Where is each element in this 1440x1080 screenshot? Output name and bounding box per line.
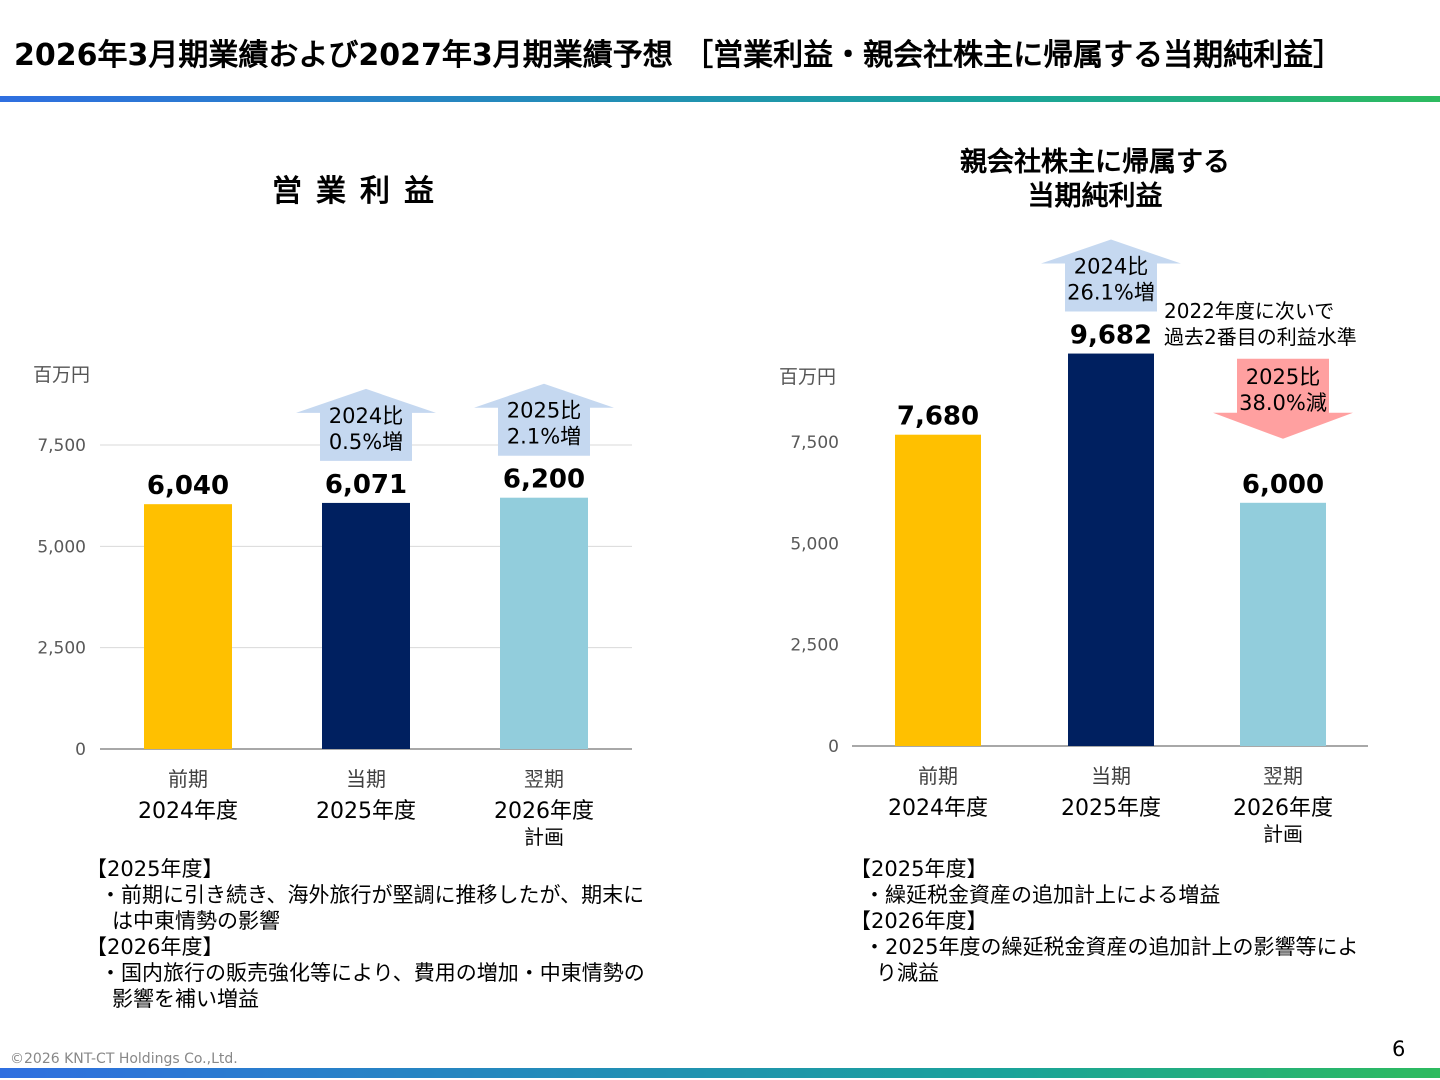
category-label: 翌期 bbox=[1263, 764, 1303, 788]
left-note-bullet-2: ・国内旅行の販売強化等により、費用の増加・中東情勢の影響を補い増益 bbox=[100, 961, 645, 1011]
change-annotation-value: 26.1%増 bbox=[1067, 281, 1155, 305]
change-annotation-label: 2024比 bbox=[1074, 255, 1148, 279]
y-tick-label: 7,500 bbox=[37, 436, 86, 456]
category-label: 翌期 bbox=[524, 767, 564, 791]
category-label: 計画 bbox=[1263, 822, 1303, 846]
y-tick-label: 0 bbox=[75, 740, 86, 760]
category-label: 計画 bbox=[524, 825, 564, 849]
change-annotation-label: 2024比 bbox=[329, 404, 403, 428]
bar bbox=[144, 504, 232, 749]
bar bbox=[322, 502, 410, 749]
right-note-bullet-1: ・繰延税金資産の追加計上による増益 bbox=[864, 883, 1221, 907]
left-note-bullet-1: ・前期に引き続き、海外旅行が堅調に推移したが、期末には中東情勢の影響 bbox=[100, 883, 645, 933]
category-label: 2025年度 bbox=[316, 799, 416, 824]
header-accent-bar bbox=[0, 96, 1440, 102]
up-arrow-icon bbox=[296, 388, 436, 461]
right-chart-title: 親会社株主に帰属する 当期純利益 bbox=[900, 146, 1290, 214]
bar-value-label: 6,000 bbox=[1242, 470, 1324, 500]
left-note-heading-1: 【2025年度】 bbox=[86, 857, 224, 881]
change-annotation-label: 2025比 bbox=[507, 399, 581, 423]
category-label: 2026年度 bbox=[494, 799, 594, 824]
y-tick-label: 0 bbox=[828, 737, 839, 757]
right-notes: 【2025年度】 ・繰延税金資産の追加計上による増益 【2026年度】 ・202… bbox=[850, 856, 1370, 986]
right-note-heading-1: 【2025年度】 bbox=[850, 857, 988, 881]
page-number: 6 bbox=[1392, 1037, 1406, 1061]
category-label: 当期 bbox=[346, 767, 386, 791]
right-note-heading-2: 【2026年度】 bbox=[850, 909, 988, 933]
left-notes: 【2025年度】 ・前期に引き続き、海外旅行が堅調に推移したが、期末には中東情勢… bbox=[86, 856, 656, 1012]
left-chart-title: 営業利益 bbox=[272, 174, 448, 209]
right-unit-label: 百万円 bbox=[779, 366, 837, 388]
bar bbox=[1068, 353, 1154, 746]
right-note-bullet-2: ・2025年度の繰延税金資産の追加計上の影響等により減益 bbox=[864, 935, 1359, 985]
y-tick-label: 7,500 bbox=[790, 433, 839, 453]
y-tick-label: 5,000 bbox=[37, 537, 86, 557]
right-chart-title-line2: 当期純利益 bbox=[1027, 181, 1163, 212]
bar-value-label: 6,200 bbox=[503, 465, 585, 495]
copyright: ©2026 KNT-CT Holdings Co.,Ltd. bbox=[10, 1051, 238, 1067]
category-label: 2026年度 bbox=[1233, 796, 1333, 821]
category-label: 2025年度 bbox=[1061, 796, 1161, 821]
change-annotation-value: 38.0%減 bbox=[1239, 391, 1327, 415]
bar bbox=[1240, 502, 1326, 746]
side-note-line2: 過去2番目の利益水準 bbox=[1164, 325, 1357, 349]
right-chart-title-line1: 親会社株主に帰属する bbox=[960, 147, 1230, 178]
change-annotation-value: 2.1%増 bbox=[507, 425, 581, 449]
page-title: 2026年3月期業績および2027年3月期業績予想 ［営業利益・親会社株主に帰属… bbox=[14, 38, 1344, 73]
left-unit-label: 百万円 bbox=[33, 364, 91, 386]
bar-value-label: 9,682 bbox=[1070, 321, 1152, 351]
right-side-note: 2022年度に次いで 過去2番目の利益水準 bbox=[1164, 298, 1357, 350]
y-tick-label: 2,500 bbox=[37, 639, 86, 659]
category-label: 前期 bbox=[918, 764, 958, 788]
category-label: 当期 bbox=[1091, 764, 1131, 788]
category-label: 前期 bbox=[168, 767, 208, 791]
category-label: 2024年度 bbox=[888, 796, 988, 821]
category-label: 2024年度 bbox=[138, 799, 238, 824]
change-annotation-label: 2025比 bbox=[1246, 365, 1320, 389]
operating-profit-chart: 0 2,500 5,000 7,500 6,040 前期 2024年度 6,071 当期 2025… bbox=[37, 383, 632, 849]
footer-accent-bar bbox=[0, 1068, 1440, 1078]
y-tick-label: 2,500 bbox=[790, 636, 839, 656]
down-arrow-icon bbox=[1213, 358, 1353, 439]
bar bbox=[500, 497, 588, 749]
side-note-line1: 2022年度に次いで bbox=[1164, 299, 1335, 323]
up-arrow-icon bbox=[1041, 239, 1181, 312]
bar-value-label: 6,071 bbox=[325, 470, 407, 500]
net-income-chart: 0 2,500 5,000 7,500 7,680 前期 2024年度 9,682 当期 2025… bbox=[790, 239, 1368, 846]
y-tick-label: 5,000 bbox=[790, 534, 839, 554]
bar bbox=[895, 434, 981, 746]
bar-value-label: 6,040 bbox=[147, 471, 229, 501]
change-annotation-value: 0.5%増 bbox=[329, 430, 403, 454]
up-arrow-icon bbox=[474, 383, 614, 456]
bar-value-label: 7,680 bbox=[897, 402, 979, 432]
left-note-heading-2: 【2026年度】 bbox=[86, 935, 224, 959]
